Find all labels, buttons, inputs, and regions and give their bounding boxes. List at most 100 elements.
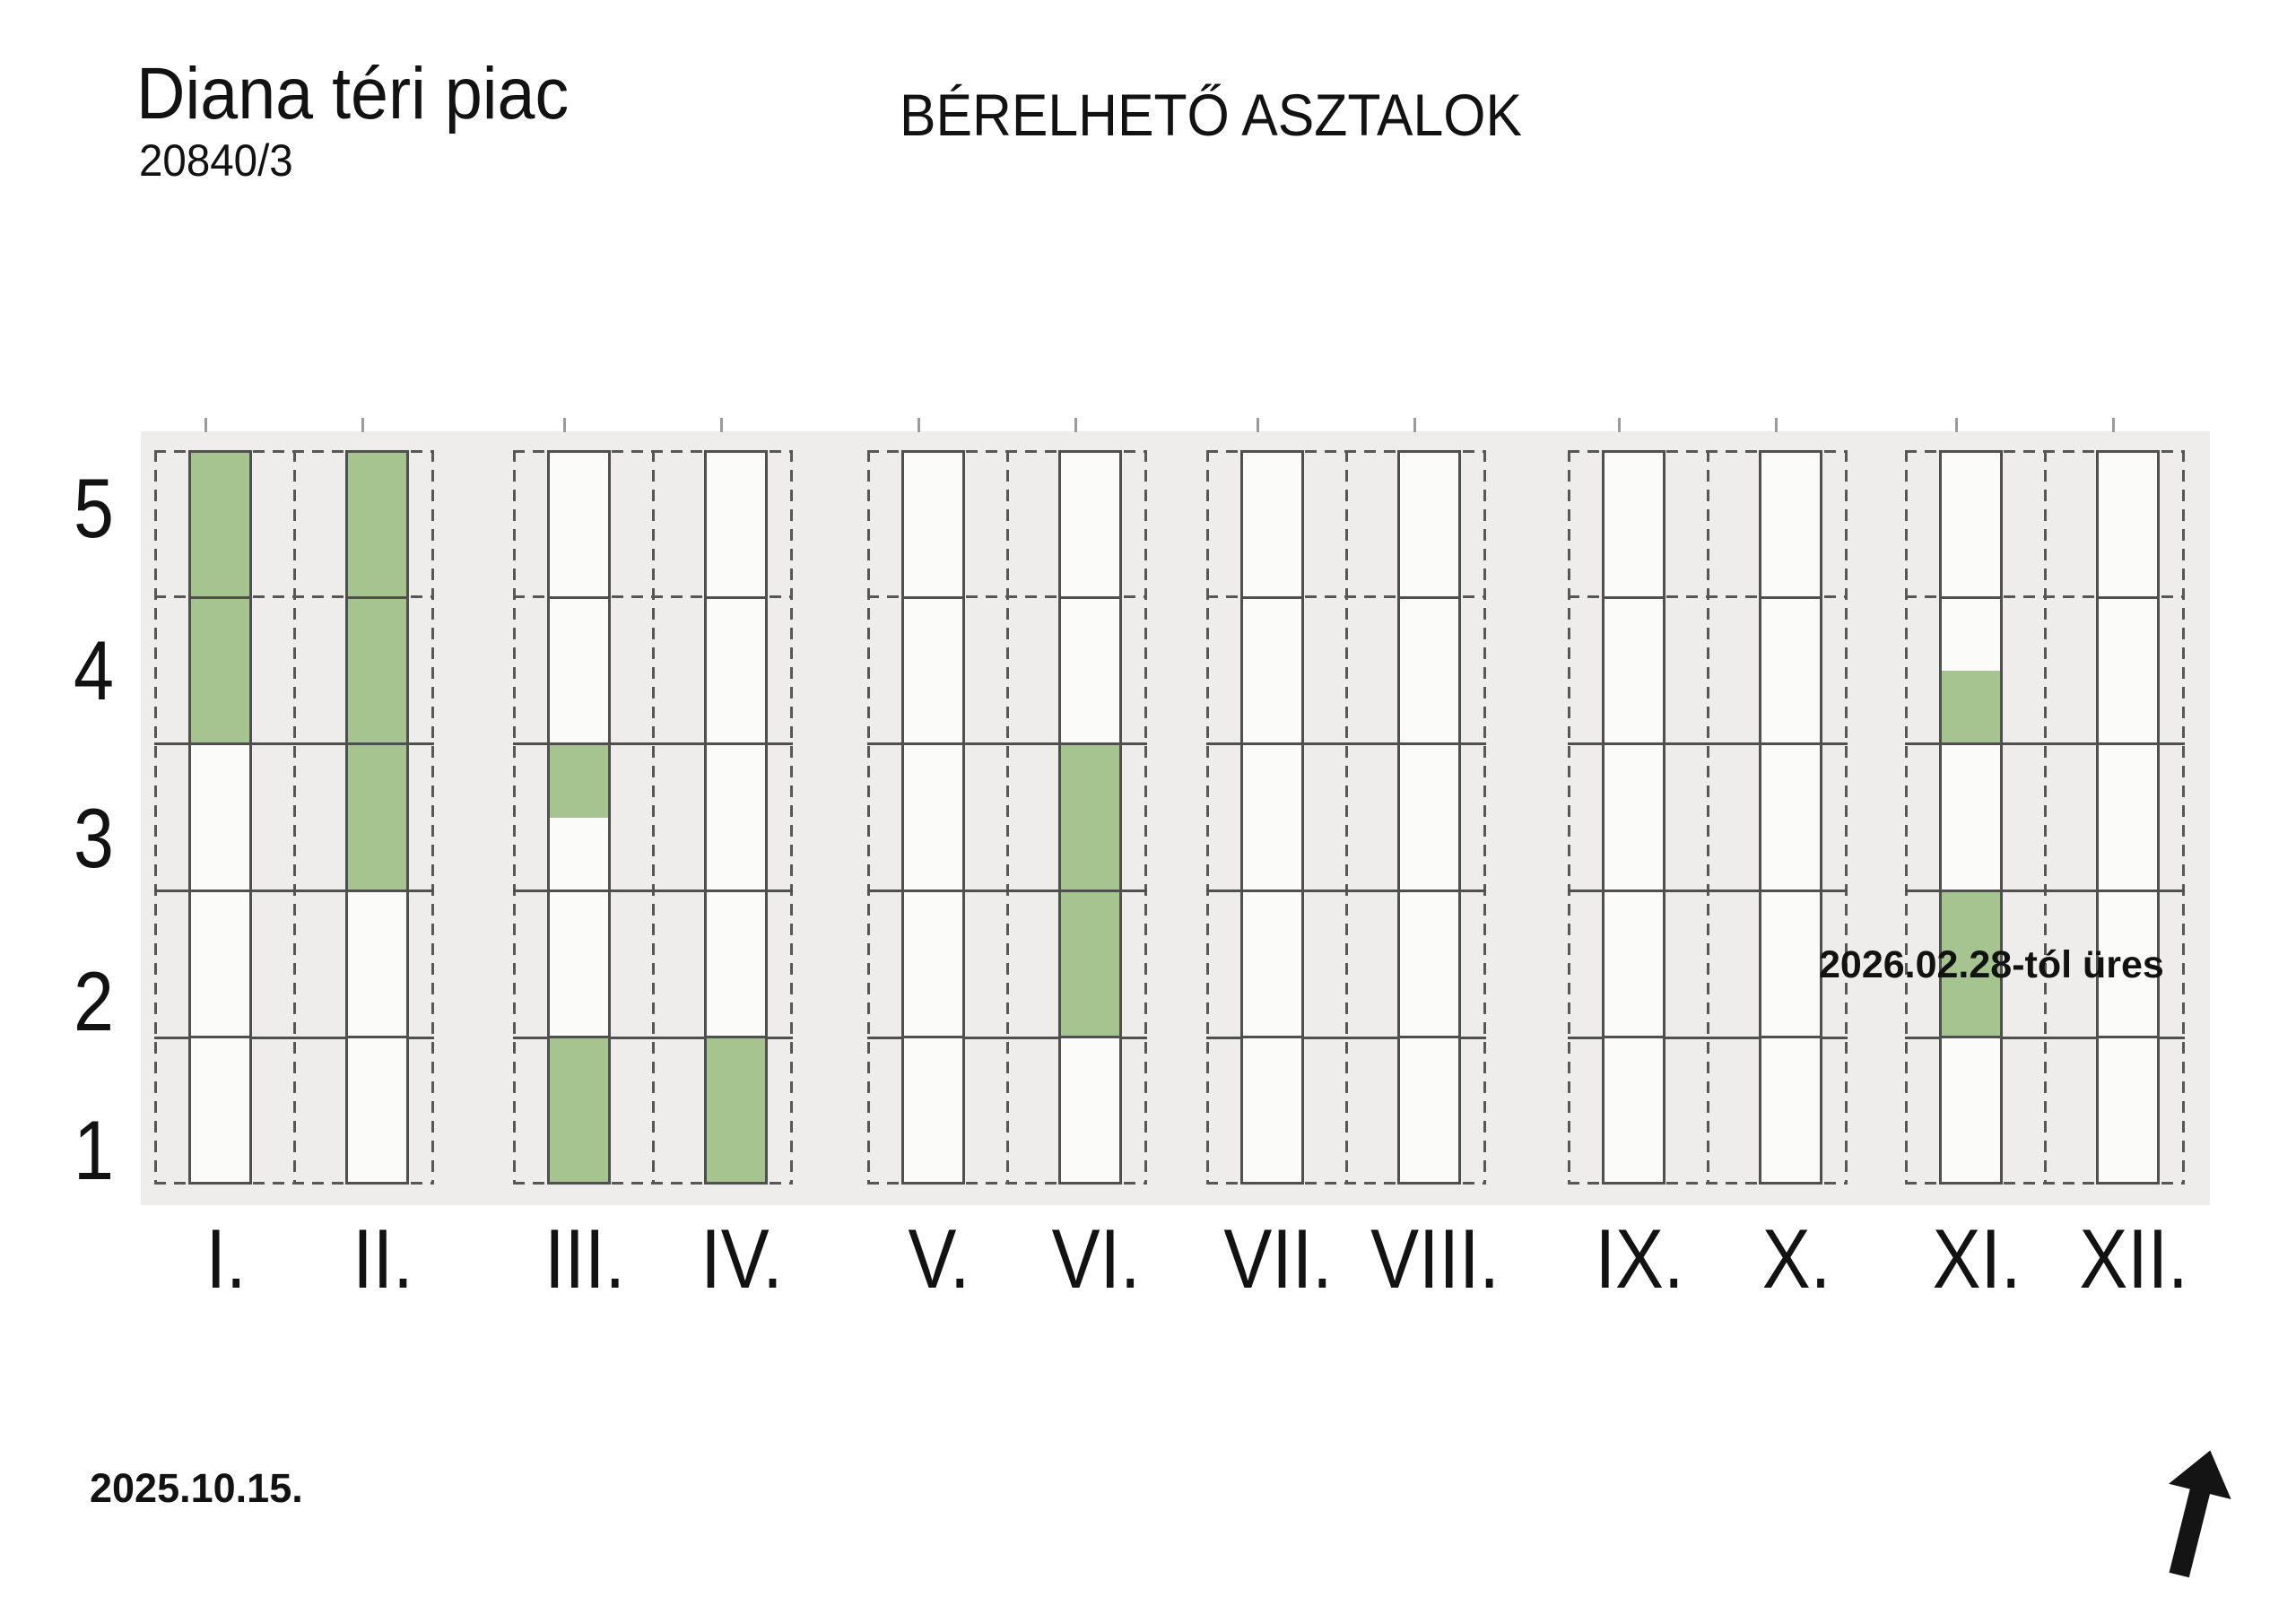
cell-XII-row2 [2099, 889, 2157, 1036]
table-column-X [1759, 450, 1822, 1185]
stall-group-4-row-boundary-line-2 [1206, 742, 1486, 746]
stall-group-5-row-boundary-line-2 [1568, 742, 1848, 746]
stall-group-3-center-dashed-divider [1005, 450, 1009, 1185]
column-label-XII: XII. [2078, 1211, 2188, 1306]
row-label-4: 4 [74, 623, 114, 717]
row-label-2: 2 [74, 954, 114, 1048]
stall-group-1-right-dashed-edge [431, 450, 434, 1185]
stall-group-2-row5-4-dashed-line [513, 595, 793, 599]
date-stamp: 2025.10.15. [90, 1465, 303, 1511]
row-label-5: 5 [74, 461, 114, 555]
cell-VIII-row5 [1400, 453, 1458, 596]
cell-IX-row3 [1605, 742, 1663, 889]
column-label-X: X. [1761, 1211, 1831, 1306]
cell-III-row4 [550, 596, 608, 742]
tick-mark-IV [720, 418, 723, 432]
stall-group-3-right-dashed-edge [1144, 450, 1147, 1185]
cell-VII-row1 [1243, 1035, 1301, 1182]
cell-II-row1 [348, 1035, 406, 1182]
plan-heading: BÉRELHETŐ ASZTALOK [900, 82, 1522, 148]
stall-group-3-row-boundary-line-3 [867, 889, 1147, 892]
tick-mark-II [361, 418, 364, 432]
stall-group-6-row-boundary-line-3 [1905, 889, 2185, 892]
cell-XI-row1 [1942, 1035, 2000, 1182]
market-band [141, 431, 2210, 1205]
cell-IV-row5 [707, 453, 765, 596]
cell-II-row5 [348, 453, 406, 597]
cell-VIII-row4 [1400, 596, 1458, 742]
cell-VI-row2 [1061, 889, 1119, 1036]
cell-V-row1 [904, 1035, 962, 1182]
cell-I-row4 [191, 596, 249, 743]
tick-mark-I [204, 418, 207, 432]
cell-IX-row1 [1605, 1035, 1663, 1182]
table-column-I [188, 450, 252, 1185]
stall-group-1-center-dashed-divider [292, 450, 296, 1185]
half-green-fill-III-row3 [550, 745, 608, 818]
cell-XI-row3 [1942, 742, 2000, 889]
tick-mark-XII [2112, 418, 2115, 432]
table-column-V [901, 450, 965, 1185]
cell-VII-row5 [1243, 453, 1301, 596]
cell-XII-row1 [2099, 1035, 2157, 1182]
north-arrow-icon [2141, 1438, 2248, 1587]
table-column-IX [1602, 450, 1665, 1185]
cell-VII-row4 [1243, 596, 1301, 742]
cell-X-row4 [1761, 596, 1820, 742]
cell-I-row2 [191, 889, 249, 1036]
stall-group-2-right-dashed-edge [790, 450, 793, 1185]
cell-V-row3 [904, 742, 962, 889]
stall-group-4-top-dashed-edge [1206, 450, 1486, 453]
stall-group-2-row-boundary-line-3 [513, 889, 793, 892]
column-label-IV: IV. [700, 1211, 783, 1306]
column-label-V: V. [908, 1211, 970, 1306]
cell-IV-row1 [707, 1035, 765, 1183]
table-column-XI [1939, 450, 2003, 1185]
stall-group-6-bottom-dashed-edge [1905, 1182, 2185, 1185]
stall-group-3-row-boundary-line-4 [867, 1036, 1147, 1039]
cell-XII-row5 [2099, 453, 2157, 596]
cell-V-row4 [904, 596, 962, 742]
tick-mark-IX [1618, 418, 1621, 432]
stall-group-2-center-dashed-divider [651, 450, 655, 1185]
stall-group-2-top-dashed-edge [513, 450, 793, 453]
stall-group-6-left-dashed-edge [1905, 450, 1908, 1185]
table-column-XII [2096, 450, 2160, 1185]
stall-group-2-row-boundary-line-2 [513, 742, 793, 746]
stall-group-6-center-dashed-divider [2043, 450, 2047, 1185]
stall-group-2-bottom-dashed-edge [513, 1182, 793, 1185]
cell-IV-row2 [707, 889, 765, 1036]
column-label-VII: VII. [1222, 1211, 1333, 1306]
cell-IV-row4 [707, 596, 765, 742]
cell-VI-row3 [1061, 742, 1119, 890]
stall-group-5-row-boundary-line-3 [1568, 889, 1848, 892]
column-label-II: II. [352, 1211, 413, 1306]
cell-IX-row5 [1605, 453, 1663, 596]
cell-XI-row4 [1942, 596, 2000, 743]
table-column-VI [1058, 450, 1122, 1185]
cell-I-row5 [191, 453, 249, 597]
cell-I-row1 [191, 1035, 249, 1182]
table-column-II [345, 450, 409, 1185]
stall-group-6-row-boundary-line-4 [1905, 1036, 2185, 1039]
stall-group-1-row-boundary-line-4 [154, 1036, 434, 1039]
tick-mark-III [563, 418, 566, 432]
stall-group-5-top-dashed-edge [1568, 450, 1848, 453]
stall-group-2-row-boundary-line-4 [513, 1036, 793, 1039]
column-label-IX: IX. [1595, 1211, 1683, 1306]
cell-VIII-row2 [1400, 889, 1458, 1036]
column-label-I: I. [205, 1211, 246, 1306]
cell-XII-row4 [2099, 596, 2157, 742]
cell-X-row5 [1761, 453, 1820, 596]
cell-X-row2 [1761, 889, 1820, 1036]
stall-group-6-top-dashed-edge [1905, 450, 2185, 453]
column-label-III: III. [544, 1211, 625, 1306]
stall-group-3-bottom-dashed-edge [867, 1182, 1147, 1185]
column-label-XI: XI. [1932, 1211, 2021, 1306]
cell-VI-row4 [1061, 596, 1119, 742]
row-label-3: 3 [74, 791, 114, 885]
column-label-VIII: VIII. [1370, 1211, 1500, 1306]
cell-VI-row5 [1061, 453, 1119, 596]
cell-I-row3 [191, 742, 249, 889]
stall-group-4-right-dashed-edge [1483, 450, 1486, 1185]
